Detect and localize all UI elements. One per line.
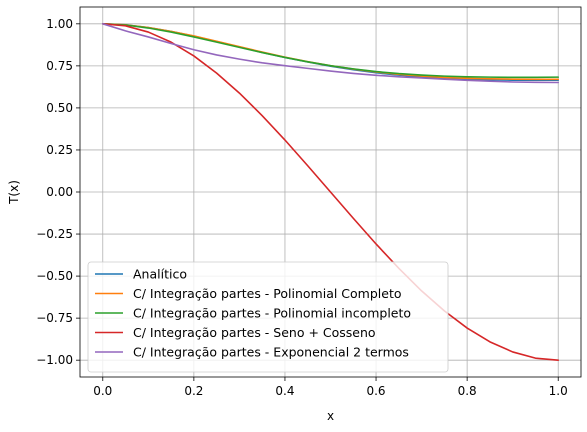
series-lines — [101, 23, 560, 361]
y-tick-label: −0.25 — [36, 227, 73, 241]
series-line-5 — [101, 23, 560, 84]
x-tick-label: 0.0 — [93, 384, 112, 398]
legend-label-2: C/ Integração partes - Polinomial Comple… — [133, 286, 402, 301]
y-axis-label: T(x) — [7, 180, 21, 205]
x-tick-label: 0.4 — [275, 384, 294, 398]
legend: Analítico C/ Integração partes - Polinomi… — [87, 261, 449, 373]
y-tick-label: 0.00 — [46, 185, 73, 199]
legend-label-3: C/ Integração partes - Polinomial incomp… — [133, 306, 411, 321]
y-tick-label: −1.00 — [36, 353, 73, 367]
legend-label-5: C/ Integração partes - Exponencial 2 ter… — [133, 345, 409, 360]
y-tick-label: 0.75 — [46, 59, 73, 73]
x-tick-label: 0.2 — [184, 384, 203, 398]
series-line-3 — [101, 23, 560, 79]
series-line-4 — [101, 23, 560, 361]
legend-box — [87, 261, 449, 373]
x-axis: 0.0 0.2 0.4 0.6 0.8 1.0 — [93, 377, 568, 398]
x-tick-label: 0.8 — [458, 384, 477, 398]
x-axis-label: x — [327, 409, 334, 423]
y-tick-label: −0.75 — [36, 311, 73, 325]
x-tick-label: 1.0 — [549, 384, 568, 398]
legend-label-4: C/ Integração partes - Seno + Cosseno — [133, 325, 376, 340]
y-tick-label: 0.50 — [46, 101, 73, 115]
x-tick-label: 0.6 — [366, 384, 385, 398]
y-tick-label: 0.25 — [46, 143, 73, 157]
y-axis: 1.00 0.75 0.50 0.25 0.00 −0.25 −0.50 −0.75 −1.00 — [36, 17, 80, 367]
y-tick-label: −0.50 — [36, 269, 73, 283]
legend-label-1: Analítico — [133, 267, 187, 282]
y-tick-label: 1.00 — [46, 17, 73, 31]
